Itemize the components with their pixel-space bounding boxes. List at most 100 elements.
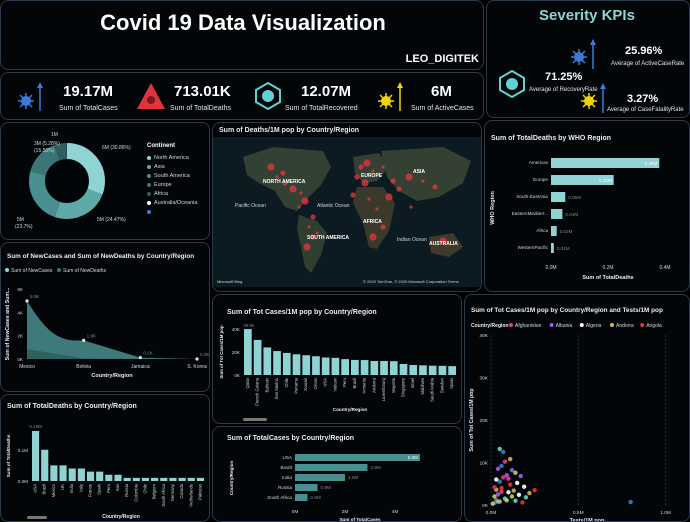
scatter-point: [509, 467, 515, 473]
map-dots-layer: [267, 159, 447, 251]
deaths-x-tick: Russia: [124, 483, 129, 496]
map-dot[interactable]: [315, 231, 319, 235]
map-dot[interactable]: [432, 184, 438, 190]
cpp-x-tick: Brazil: [352, 378, 357, 389]
cases-per-pop-panel[interactable]: Sum of Tot Cases/1M pop by Country/Regio…: [212, 294, 462, 424]
legend-label: North America: [154, 154, 189, 161]
donut-slice-asia: [29, 143, 105, 219]
map-dot[interactable]: [421, 179, 425, 183]
scatter-y-label: Sum of Tot Cases/1M pop: [469, 388, 475, 451]
deaths-map-panel[interactable]: Sum of Deaths/1M pop by Country/Region N…: [212, 122, 482, 292]
map-dot[interactable]: [310, 214, 316, 220]
area-newcases: [27, 300, 197, 359]
deaths-x-tick: South Africa: [161, 483, 166, 506]
deaths-bar: [32, 431, 40, 481]
who-bar: [551, 158, 660, 168]
deaths-scrollbar[interactable]: [27, 516, 47, 519]
legend-item[interactable]: Asia: [147, 162, 197, 171]
map-dot[interactable]: [289, 185, 297, 193]
deaths-x-tick: Peru: [106, 483, 111, 493]
map-dot[interactable]: [371, 169, 375, 173]
cpp-x-tick: Israel: [410, 378, 415, 388]
legend-item[interactable]: Africa: [147, 189, 197, 198]
map-dot[interactable]: [280, 170, 286, 176]
legend-item[interactable]: Europe: [147, 180, 197, 189]
map-dot[interactable]: [375, 207, 379, 211]
who-x-tick: 0.4M: [659, 265, 670, 271]
legend-dot: [147, 155, 151, 160]
map-dot[interactable]: [354, 174, 360, 180]
total-cases-label: Sum of TotalCases: [59, 105, 118, 112]
map-dot[interactable]: [358, 164, 364, 170]
page-title: Covid 19 Data Visualization: [100, 10, 386, 35]
legend-item[interactable]: Australia/Oceania: [147, 198, 197, 207]
map-dot[interactable]: [367, 197, 371, 201]
map-label-south-america: SOUTH AMERICA: [307, 235, 349, 241]
deaths-country-panel[interactable]: Sum of TotalDeaths by Country/Region 0.0…: [0, 394, 210, 522]
map-footer-left: Microsoft Bing: [217, 279, 242, 284]
map-dot[interactable]: [409, 205, 413, 209]
scatter-legend-label: Angola: [646, 323, 662, 329]
cpp-bar: [360, 360, 369, 375]
tcc-value-label: 2.0M: [348, 475, 358, 480]
donut-slice-south-america: [29, 143, 105, 219]
scatter-x-tick: 0.5M: [573, 510, 584, 516]
map-dot[interactable]: [267, 163, 275, 171]
map-dot[interactable]: [303, 243, 311, 251]
deaths-x-tick: Netherlands: [188, 484, 193, 507]
map-dot[interactable]: [310, 234, 316, 240]
map-dot[interactable]: [380, 224, 386, 230]
recovered-virus-icon: [255, 81, 281, 111]
map-dot[interactable]: [299, 191, 303, 195]
legend-item[interactable]: North America: [147, 153, 197, 162]
cpp-bar: [253, 339, 262, 375]
map-dot[interactable]: [275, 175, 279, 179]
tests-scatter-panel[interactable]: Sum of Tot Cases/1M pop by Country/Regio…: [464, 294, 690, 522]
legend-item[interactable]: [147, 207, 197, 216]
who-category-label: WesternPacific: [517, 245, 548, 250]
scatter-point: [511, 488, 516, 493]
scatter-point: [508, 482, 513, 487]
map-dot[interactable]: [396, 186, 402, 192]
scatter-point: [492, 494, 497, 499]
deaths-bar: [86, 471, 95, 481]
fatality-rate-label: Average of CaseFatalityRate: [607, 107, 684, 113]
area-y-tick: 0K: [17, 357, 24, 362]
active-rate-value: 25.96%: [625, 45, 663, 57]
cpp-bar: [312, 356, 320, 375]
map-dot[interactable]: [363, 159, 371, 167]
who-region-panel[interactable]: Sum of TotalDeaths by WHO Region America…: [484, 120, 690, 292]
map-dot[interactable]: [439, 237, 447, 245]
cpp-x-tick: Spain: [449, 377, 454, 388]
cpp-x-tick: Armenia: [362, 377, 367, 393]
map-dot[interactable]: [390, 178, 396, 184]
who-x-tick: 0.0M: [545, 265, 556, 271]
tcc-value-label: 2.9M: [371, 465, 381, 470]
who-value-label: 0.22M: [599, 178, 612, 183]
cpp-x-tick: San Marino: [274, 377, 279, 399]
map-dot[interactable]: [385, 193, 393, 201]
area-y-label: Sum of NewCases and Sum...: [5, 287, 11, 360]
map-dot[interactable]: [301, 197, 309, 205]
scatter-point: [504, 498, 509, 503]
deaths-bar: [196, 477, 204, 481]
legend-item[interactable]: South America: [147, 171, 197, 180]
recovery-rate-value: 71.25%: [545, 71, 583, 83]
map-dot[interactable]: [405, 173, 413, 181]
map-dot[interactable]: [369, 233, 377, 241]
map-dot[interactable]: [350, 192, 356, 198]
scatter-y-tick: 40K: [479, 333, 488, 339]
continent-donut-panel[interactable]: 1M 3M (5.28%) (15.56%) 6M (30.86%) 5M (2…: [0, 122, 210, 240]
area-data-label: 5.0K: [30, 294, 40, 299]
map-dot[interactable]: [381, 165, 385, 169]
total-cases-country-title: Sum of TotalCases by Country/Region: [227, 435, 355, 442]
map-dot[interactable]: [361, 179, 369, 187]
map-dot[interactable]: [297, 205, 301, 209]
map-dot[interactable]: [307, 225, 311, 229]
total-cases-country-panel[interactable]: Sum of TotalCases by Country/Region USA 5…: [212, 426, 462, 522]
newcases-panel[interactable]: Sum of NewCases and Sum of NewDeaths by …: [0, 242, 210, 392]
map-label-pacific: Pacific Ocean: [235, 203, 266, 209]
cpp-x-tick: Mayotte: [391, 377, 396, 393]
map-dot[interactable]: [282, 180, 288, 186]
scatter-point: [501, 475, 506, 480]
